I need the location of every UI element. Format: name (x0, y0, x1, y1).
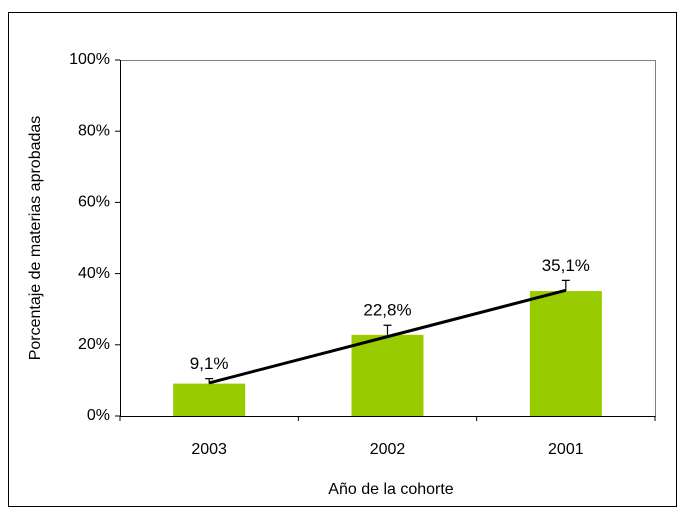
y-tick-label: 0% (87, 407, 110, 424)
x-tick-label: 2003 (191, 441, 227, 458)
x-tick-label: 2001 (548, 441, 584, 458)
x-tick-label: 2002 (370, 441, 406, 458)
y-axis-title: Porcentaje de materias aprobadas (27, 116, 44, 361)
chart-frame (8, 12, 677, 507)
value-label: 9,1% (190, 354, 229, 373)
bar (173, 383, 246, 416)
x-axis-title: Año de la cohorte (328, 481, 454, 498)
value-label: 22,8% (363, 301, 411, 320)
error-bar (383, 324, 392, 335)
y-tick-label: 100% (69, 51, 110, 68)
y-tick-label: 40% (78, 265, 110, 282)
trend-line (208, 288, 567, 385)
y-tick-label: 80% (78, 122, 110, 139)
error-bar (561, 279, 570, 292)
bar (529, 291, 602, 416)
y-tick-label: 60% (78, 194, 110, 211)
value-label: 35,1% (542, 256, 590, 275)
bar (351, 334, 424, 416)
y-tick-label: 20% (78, 336, 110, 353)
